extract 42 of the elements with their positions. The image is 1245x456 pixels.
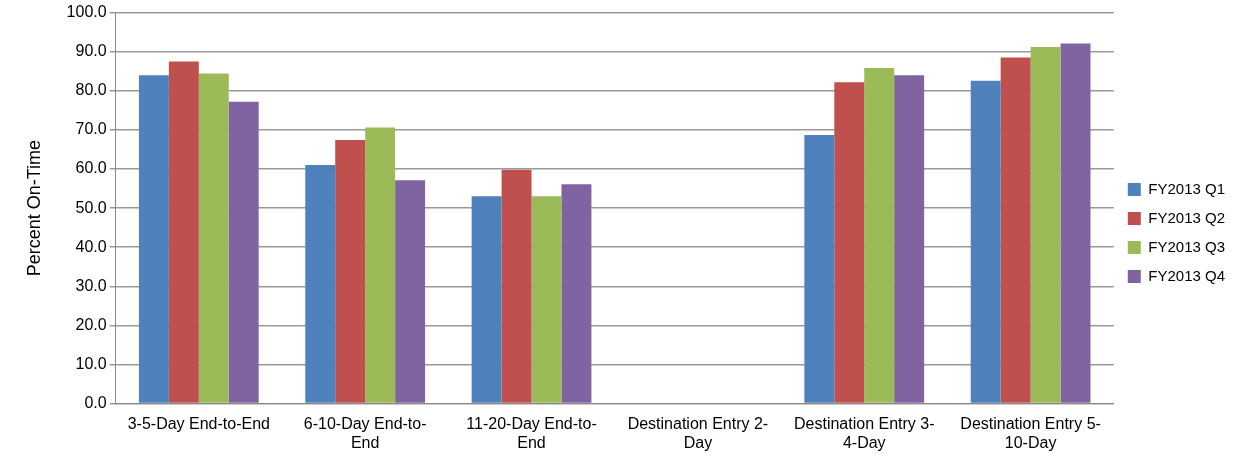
bar [1000,57,1031,403]
y-tick-label: 50.0 [75,198,107,216]
bar [894,75,925,403]
y-tick-label: 20.0 [75,315,107,333]
y-tick-label: 90.0 [75,42,107,60]
x-tick-label: Destination Entry 2-Day [627,414,769,451]
x-tick-label: 6-10-Day End-to-End [303,414,427,451]
bar [970,80,1001,403]
bar [471,196,502,403]
x-tick-label: 3-5-Day End-to-End [127,414,270,432]
bar [305,165,336,403]
bar [864,68,895,403]
y-tick-label: 100.0 [66,3,107,21]
y-tick-label: 30.0 [75,276,107,294]
y-tick-label: 10.0 [75,354,107,372]
bar [804,134,835,403]
bar [198,73,229,403]
bar [138,75,169,403]
y-tick-label: 70.0 [75,120,107,138]
legend-label: FY2013 Q4 [1148,266,1225,284]
bar [228,101,259,403]
bar [531,196,562,403]
legend-label: FY2013 Q2 [1148,208,1225,226]
bar [1030,47,1061,403]
bar [834,82,865,403]
bar [365,127,396,403]
bar [1060,43,1091,403]
bar [335,140,366,403]
bar [501,169,532,403]
legend-label: FY2013 Q1 [1148,179,1225,197]
x-tick-label: Destination Entry 3-4-Day [793,414,935,451]
bar [395,180,426,403]
x-tick-label: 11-20-Day End-to-End [466,414,597,451]
bar [168,61,199,403]
y-tick-label: 0.0 [84,394,107,412]
y-tick-label: 40.0 [75,237,107,255]
y-tick-label: 60.0 [75,159,107,177]
legend-label: FY2013 Q3 [1148,237,1225,255]
y-axis-title: Percent On-Time [23,139,44,277]
x-tick-label: Destination Entry 5-10-Day [960,414,1101,451]
y-tick-label: 80.0 [75,81,107,99]
bar [561,184,592,403]
